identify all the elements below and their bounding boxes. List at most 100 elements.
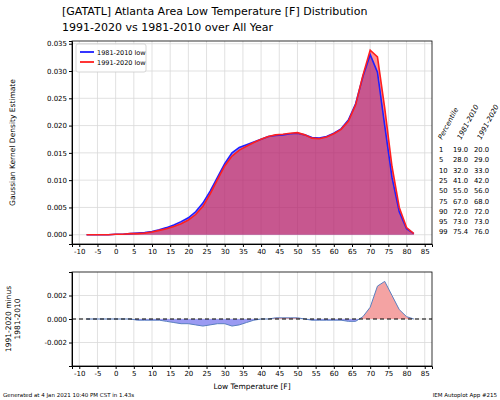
x-axis-tick-label: 30 bbox=[221, 370, 230, 378]
x-axis-tick-mark bbox=[297, 366, 298, 369]
x-axis-tick-mark bbox=[243, 244, 244, 247]
x-axis-tick: -10 bbox=[74, 366, 85, 378]
x-axis-tick-mark bbox=[134, 366, 135, 369]
x-axis-tick-label: 5 bbox=[132, 248, 136, 256]
y-axis-tick-mark bbox=[69, 296, 72, 297]
table-cell: 56.0 bbox=[474, 187, 489, 195]
table-cell: 20.0 bbox=[474, 146, 489, 154]
x-axis-tick: 50 bbox=[293, 366, 302, 378]
x-axis-tick-label: 70 bbox=[366, 370, 375, 378]
x-axis-tick-label: 10 bbox=[148, 370, 157, 378]
x-axis-tick: 70 bbox=[366, 244, 375, 256]
x-axis-tick: 50 bbox=[293, 244, 302, 256]
x-axis-tick: 65 bbox=[348, 366, 357, 378]
x-axis-tick-label: 15 bbox=[166, 370, 175, 378]
x-axis-tick-label: 20 bbox=[184, 370, 193, 378]
x-axis-tick: 0 bbox=[114, 366, 118, 378]
y-axis-tick: 0.025 bbox=[47, 95, 72, 103]
x-axis-tick-mark bbox=[97, 244, 98, 247]
x-axis-tick: 10 bbox=[148, 244, 157, 256]
legend: 1981-2010 low1991-2020 low bbox=[76, 44, 146, 72]
x-axis-tick-label: 5 bbox=[132, 370, 136, 378]
x-axis-tick-label: 80 bbox=[403, 248, 412, 256]
x-axis-tick: 10 bbox=[148, 366, 157, 378]
negative-difference-area bbox=[87, 319, 414, 326]
x-axis-tick-mark bbox=[188, 244, 189, 247]
x-axis-tick-label: 50 bbox=[293, 248, 302, 256]
x-axis-tick-mark bbox=[188, 366, 189, 369]
x-axis-tick-label: 45 bbox=[275, 248, 284, 256]
x-axis-tick-label: 25 bbox=[203, 370, 212, 378]
x-axis-tick-mark bbox=[352, 366, 353, 369]
x-axis-tick: 75 bbox=[384, 244, 393, 256]
table-cell: 68.0 bbox=[474, 198, 489, 206]
x-axis-tick-mark bbox=[407, 244, 408, 247]
table-cell: 55.0 bbox=[453, 187, 468, 195]
table-cell: 33.0 bbox=[474, 167, 489, 175]
x-axis-tick-mark bbox=[207, 366, 208, 369]
x-axis-tick-label: 35 bbox=[239, 370, 248, 378]
x-axis-tick-mark bbox=[388, 366, 389, 369]
y-axis-tick-mark bbox=[69, 180, 72, 181]
x-axis-tick-label: 75 bbox=[384, 370, 393, 378]
y-axis-tick-label: 0.000 bbox=[47, 231, 67, 239]
y-axis-tick-mark bbox=[69, 207, 72, 208]
x-grid-line bbox=[152, 41, 153, 244]
x-axis-tick-mark bbox=[225, 366, 226, 369]
x-axis-tick-label: -10 bbox=[74, 248, 85, 256]
x-axis-tick-label: 0 bbox=[114, 370, 118, 378]
x-grid-line bbox=[406, 41, 407, 244]
chart-container: [GATATL] Atlanta Area Low Temperature [F… bbox=[0, 0, 500, 400]
x-axis-tick: 80 bbox=[403, 244, 412, 256]
x-axis-tick-mark bbox=[134, 244, 135, 247]
y-axis-tick-label: 0.015 bbox=[47, 150, 67, 158]
x-axis-tick-label: -10 bbox=[74, 370, 85, 378]
x-axis-tick: 5 bbox=[132, 244, 136, 256]
y-axis-tick-label: 0.035 bbox=[47, 40, 67, 48]
x-axis-tick-label: 65 bbox=[348, 370, 357, 378]
y-axis-title: Gaussian Kernel Density Estimate bbox=[8, 79, 17, 206]
chart-svg: [GATATL] Atlanta Area Low Temperature [F… bbox=[0, 0, 500, 400]
table-cell: 72.0 bbox=[453, 208, 468, 216]
table-cell: 42.0 bbox=[474, 177, 489, 185]
y-axis-tick: 0.030 bbox=[47, 68, 72, 76]
x-axis-tick: 30 bbox=[221, 244, 230, 256]
density-line bbox=[87, 50, 414, 234]
x-axis-tick: 70 bbox=[366, 366, 375, 378]
y-axis-tick-mark bbox=[69, 71, 72, 72]
plot-background bbox=[72, 272, 432, 366]
table-cell: 75.4 bbox=[453, 228, 468, 236]
x-axis-tick-label: 45 bbox=[275, 370, 284, 378]
x-axis-tick: 20 bbox=[184, 366, 193, 378]
x-grid-line bbox=[424, 41, 425, 244]
y-axis-tick-label: 0.020 bbox=[47, 122, 67, 130]
table-cell: 76.0 bbox=[474, 228, 489, 236]
table-cell: 32.0 bbox=[453, 167, 468, 175]
x-axis-tick-mark bbox=[79, 366, 80, 369]
x-axis-tick-mark bbox=[243, 366, 244, 369]
x-axis-tick: 75 bbox=[384, 366, 393, 378]
x-axis-tick: 25 bbox=[203, 366, 212, 378]
x-grid-line bbox=[170, 41, 171, 244]
legend-swatch bbox=[80, 51, 94, 53]
x-axis-tick-label: 0 bbox=[114, 248, 118, 256]
x-axis-tick-mark bbox=[225, 244, 226, 247]
y-axis-tick-mark bbox=[69, 235, 72, 236]
x-axis-tick-label: 40 bbox=[257, 370, 266, 378]
y-axis-tick-mark bbox=[69, 126, 72, 127]
x-axis-tick-mark bbox=[261, 244, 262, 247]
x-axis-tick: 60 bbox=[330, 366, 339, 378]
table-cell: 50 bbox=[439, 187, 448, 195]
x-axis-tick-mark bbox=[352, 244, 353, 247]
x-axis-tick-mark bbox=[370, 366, 371, 369]
x-axis-tick-mark bbox=[152, 366, 153, 369]
table-cell: 73.0 bbox=[474, 218, 489, 226]
x-axis-tick-label: 70 bbox=[366, 248, 375, 256]
y-axis-line bbox=[69, 42, 73, 245]
x-axis-tick: -10 bbox=[74, 244, 85, 256]
table-cell: 28.0 bbox=[453, 156, 468, 164]
table-cell: 25 bbox=[439, 177, 448, 185]
y-axis-tick: 0.015 bbox=[47, 150, 72, 158]
y-axis-tick: 0.010 bbox=[47, 177, 72, 185]
x-axis-tick-mark bbox=[170, 366, 171, 369]
